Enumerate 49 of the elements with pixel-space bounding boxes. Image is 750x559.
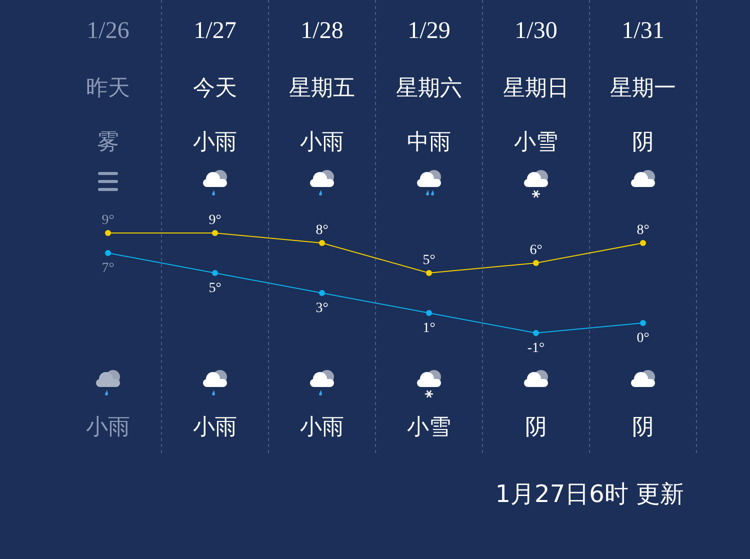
- data-label: 8°: [316, 223, 328, 238]
- point: [105, 230, 111, 236]
- data-label: 1°: [422, 321, 436, 336]
- text: 阴: [632, 415, 654, 440]
- point: [319, 290, 325, 296]
- x-tick-label: 1/28: [300, 18, 344, 44]
- text: 小雨: [86, 415, 130, 440]
- x-tick-label: 1/26: [86, 18, 130, 44]
- point: [533, 260, 539, 266]
- x-tick-label: 1/29: [408, 18, 450, 44]
- text: 1月27日6时 更新: [495, 480, 684, 508]
- text: 昨天: [86, 76, 130, 101]
- text: 小雪: [514, 130, 558, 155]
- text: 阴: [525, 415, 547, 440]
- text: 今天: [193, 76, 237, 101]
- data-label: 8°: [636, 223, 650, 238]
- text: 中雨: [407, 130, 451, 155]
- data-label: 9°: [208, 213, 222, 228]
- text: 小雪: [407, 415, 451, 440]
- data-label: 6°: [530, 243, 542, 258]
- point: [426, 310, 432, 316]
- x-tick-label: 1/30: [514, 18, 558, 44]
- data-label: 5°: [208, 281, 222, 296]
- x-tick-label: 1/27: [194, 18, 236, 44]
- data-label: 3°: [316, 301, 328, 316]
- x-tick-label: 1/31: [622, 18, 664, 44]
- data-label: -1°: [527, 341, 545, 356]
- data-label: 0°: [636, 331, 650, 346]
- text: 雾: [97, 130, 119, 155]
- point: [426, 270, 432, 276]
- text: 星期六: [396, 76, 462, 101]
- text: 阴: [632, 130, 654, 155]
- point: [319, 240, 325, 246]
- point: [212, 270, 218, 276]
- point: [105, 250, 111, 256]
- text: 星期五: [289, 76, 355, 101]
- text: 小雨: [300, 415, 344, 440]
- point: [533, 330, 539, 336]
- text: 小雨: [300, 130, 344, 155]
- data-label: 5°: [422, 253, 436, 268]
- data-label: 7°: [102, 261, 114, 276]
- text: 星期一: [610, 76, 676, 101]
- point: [640, 320, 646, 326]
- point: [640, 240, 646, 246]
- text: 星期日: [503, 76, 569, 101]
- text: 小雨: [193, 130, 237, 155]
- data-label: 9°: [102, 213, 114, 228]
- text: 小雨: [193, 415, 237, 440]
- point: [212, 230, 218, 236]
